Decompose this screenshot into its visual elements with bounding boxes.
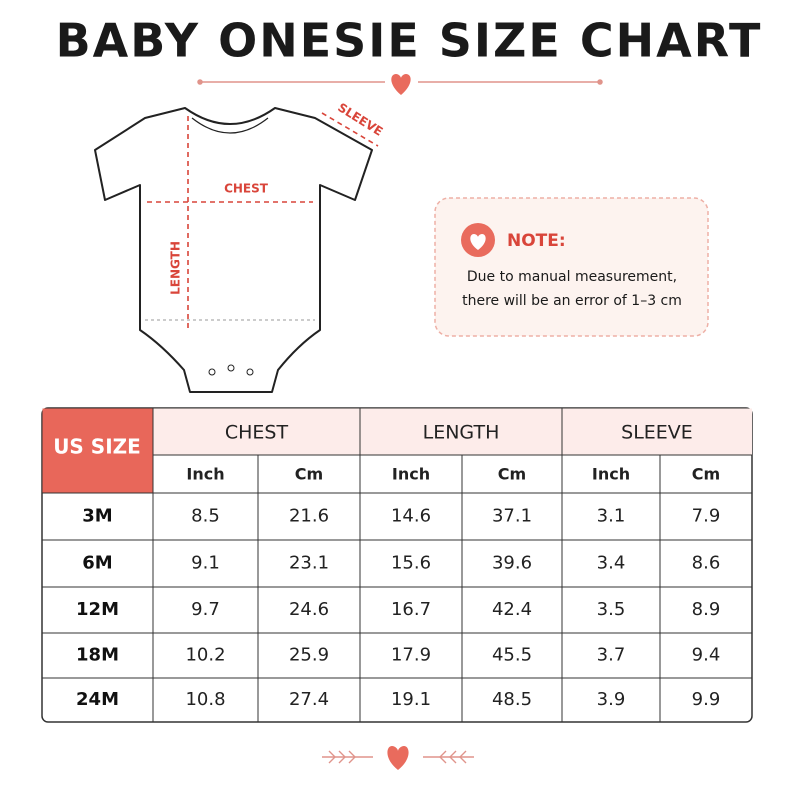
onesie-diagram: CHEST LENGTH SLEEVE: [94, 100, 385, 393]
title-divider: [197, 74, 603, 95]
measurement: 23.1: [289, 553, 329, 574]
title: BABY ONESIE SIZE CHART: [56, 14, 763, 68]
measurement: 3.9: [597, 689, 626, 710]
measurement: 17.9: [391, 645, 431, 666]
group-header-cell: [562, 408, 752, 455]
measurement: 16.7: [391, 599, 431, 620]
measurement: 39.6: [492, 553, 532, 574]
measurement: 9.7: [191, 599, 220, 620]
chest-label: CHEST: [224, 182, 269, 196]
group-header: SLEEVE: [621, 422, 693, 444]
unit-header: Cm: [295, 465, 323, 484]
measurement: 25.9: [289, 645, 329, 666]
measurement: 8.9: [692, 599, 721, 620]
group-header-cell: [360, 408, 562, 455]
group-header: LENGTH: [423, 422, 500, 444]
measurement: 15.6: [391, 553, 431, 574]
measurement: 27.4: [289, 689, 329, 710]
measurement: 24.6: [289, 599, 329, 620]
measurement: 8.6: [692, 553, 721, 574]
measurement: 3.7: [597, 645, 626, 666]
measurement: 14.6: [391, 506, 431, 527]
group-header-cell: [153, 408, 360, 455]
size-label: 18M: [76, 645, 119, 666]
measurement: 9.9: [692, 689, 721, 710]
measurement: 19.1: [391, 689, 431, 710]
footer-ornament: [322, 746, 474, 770]
measurement: 3.5: [597, 599, 626, 620]
length-label: LENGTH: [169, 241, 183, 295]
corner-cell: [42, 408, 153, 493]
unit-header: Inch: [186, 465, 224, 484]
size-label: 6M: [82, 553, 112, 574]
measurement: 7.9: [692, 506, 721, 527]
measurement: 9.1: [191, 553, 220, 574]
measurement: 10.8: [185, 689, 225, 710]
unit-header: Inch: [592, 465, 630, 484]
size-table: US SIZE CHEST LENGTH SLEEVE Inch Cm Inch Cm Inch…: [41, 407, 753, 723]
measurement: 3.4: [597, 553, 626, 574]
unit-header: Inch: [392, 465, 430, 484]
measurement: 21.6: [289, 506, 329, 527]
unit-header: Cm: [692, 465, 720, 484]
size-label: 24M: [76, 689, 119, 710]
size-label: 3M: [82, 506, 112, 527]
unit-header: Cm: [498, 465, 526, 484]
table-frame: [41, 407, 753, 723]
measurement: 8.5: [191, 506, 220, 527]
note-text: there will be an error of 1–3 cm: [462, 293, 682, 309]
size-label: 12M: [76, 599, 119, 620]
measurement: 37.1: [492, 506, 532, 527]
note-title: NOTE:: [507, 231, 566, 251]
note-text: Due to manual measurement,: [467, 269, 677, 285]
measurement: 10.2: [185, 645, 225, 666]
group-header: CHEST: [225, 422, 289, 444]
measurement: 45.5: [492, 645, 532, 666]
measurement: 3.1: [597, 506, 626, 527]
corner-label: US SIZE: [53, 435, 141, 459]
measurement: 42.4: [492, 599, 532, 620]
note-box: NOTE: Due to manual measurement, there w…: [434, 197, 709, 337]
measurement: 9.4: [692, 645, 721, 666]
measurement: 48.5: [492, 689, 532, 710]
